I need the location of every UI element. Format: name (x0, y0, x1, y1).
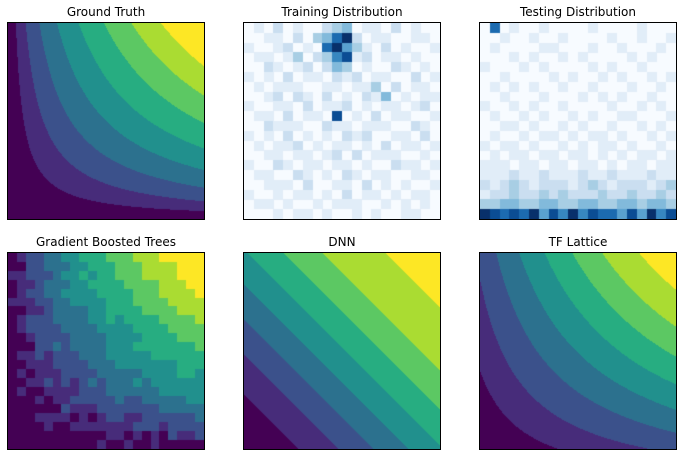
tf-lattice-title: TF Lattice (548, 235, 608, 249)
training-distribution-plot (243, 22, 441, 220)
testing-distribution-title: Testing Distribution (519, 5, 636, 19)
training-distribution-title: Training Distribution (281, 5, 403, 19)
tf-lattice-plot (479, 252, 677, 450)
gradient-boosted-trees-title: Gradient Boosted Trees (36, 235, 176, 249)
dnn-title: DNN (328, 235, 356, 249)
testing-distribution-plot (479, 22, 677, 220)
ground-truth-title: Ground Truth (66, 5, 146, 19)
subplot-tf-lattice: TF Lattice (479, 234, 677, 452)
subplot-training-distribution: Training Distribution (243, 4, 441, 222)
subplot-dnn: DNN (243, 234, 441, 452)
subplot-ground-truth: Ground Truth (7, 4, 205, 222)
dnn-plot (243, 252, 441, 450)
subplot-gradient-boosted-trees: Gradient Boosted Trees (7, 234, 205, 452)
gradient-boosted-trees-plot (7, 252, 205, 450)
ground-truth-plot (7, 22, 205, 220)
subplot-testing-distribution: Testing Distribution (479, 4, 677, 222)
